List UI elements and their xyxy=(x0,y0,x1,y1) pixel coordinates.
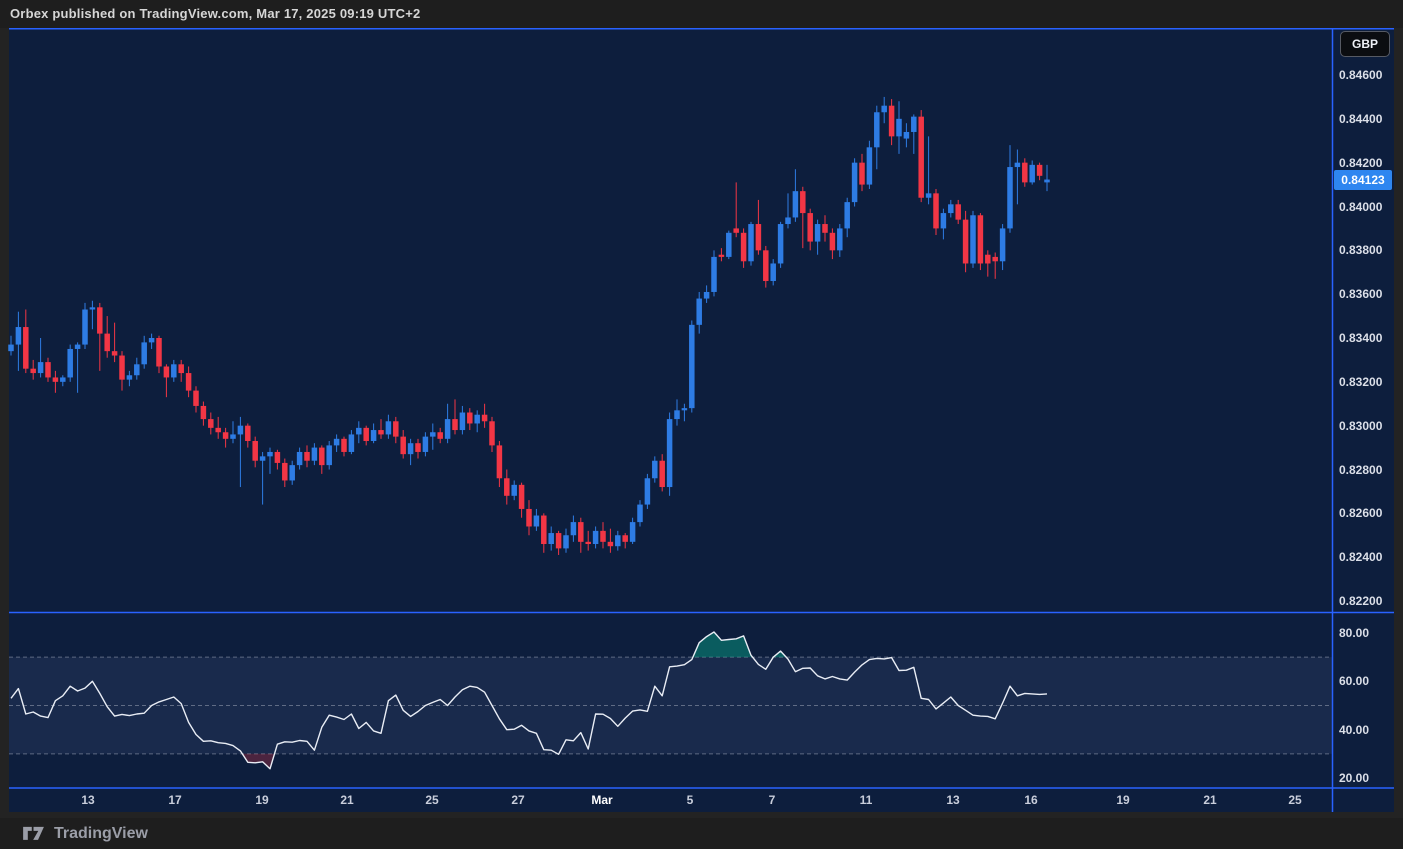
time-axis-label: 13 xyxy=(81,793,95,807)
price-axis-label: 0.84600 xyxy=(1339,68,1383,82)
rsi-axis-label: 60.00 xyxy=(1339,674,1370,689)
time-axis-label: 13 xyxy=(946,793,960,807)
price-axis-label: 0.82800 xyxy=(1339,462,1383,477)
rsi-axis-label: 20.00 xyxy=(1339,771,1370,785)
price-axis-label: 0.84000 xyxy=(1339,199,1383,214)
price-axis-label: 0.83400 xyxy=(1339,331,1383,345)
tradingview-brand-link[interactable]: TradingView xyxy=(54,824,148,842)
time-axis-label: 25 xyxy=(1288,793,1302,807)
price-axis-label: 0.83200 xyxy=(1339,374,1383,389)
rsi-axis-label: 40.00 xyxy=(1339,722,1370,737)
time-axis-label: 5 xyxy=(686,793,694,807)
time-axis-label: 7 xyxy=(768,793,776,807)
price-axis-label: 0.82400 xyxy=(1339,550,1383,565)
price-axis-label: 0.82200 xyxy=(1339,594,1383,608)
chart-background xyxy=(9,28,1394,812)
price-axis-label: 0.84400 xyxy=(1339,111,1383,126)
time-axis-label: 19 xyxy=(255,793,269,807)
time-axis-label: 21 xyxy=(340,793,354,807)
price-axis-label: 0.82600 xyxy=(1339,506,1383,521)
publication-header: Orbex published on TradingView.com, Mar … xyxy=(0,0,1403,28)
time-axis-label: 11 xyxy=(859,793,873,807)
publication-title: Orbex published on TradingView.com, Mar … xyxy=(10,6,421,21)
footer-bar: TradingView xyxy=(0,818,1403,849)
time-axis-label: 16 xyxy=(1024,793,1038,807)
price-axis-label: 0.83800 xyxy=(1339,243,1383,258)
time-axis-label: Mar xyxy=(591,793,613,807)
time-axis-label: 19 xyxy=(1116,793,1130,807)
price-axis-label: 0.83600 xyxy=(1339,287,1383,302)
tradingview-logo-icon[interactable] xyxy=(22,826,47,842)
price-axis-label: 0.84200 xyxy=(1339,155,1383,170)
time-axis-label: 27 xyxy=(511,793,525,807)
rsi-axis-label: 80.00 xyxy=(1339,626,1370,640)
last-price-badge: 0.84123 xyxy=(1334,169,1392,190)
time-axis-label: 25 xyxy=(425,793,439,807)
time-axis-label: 21 xyxy=(1203,793,1217,807)
currency-toggle-button[interactable]: GBP xyxy=(1340,31,1390,57)
price-axis-label: 0.83000 xyxy=(1339,418,1383,433)
time-axis-label: 17 xyxy=(168,793,182,807)
